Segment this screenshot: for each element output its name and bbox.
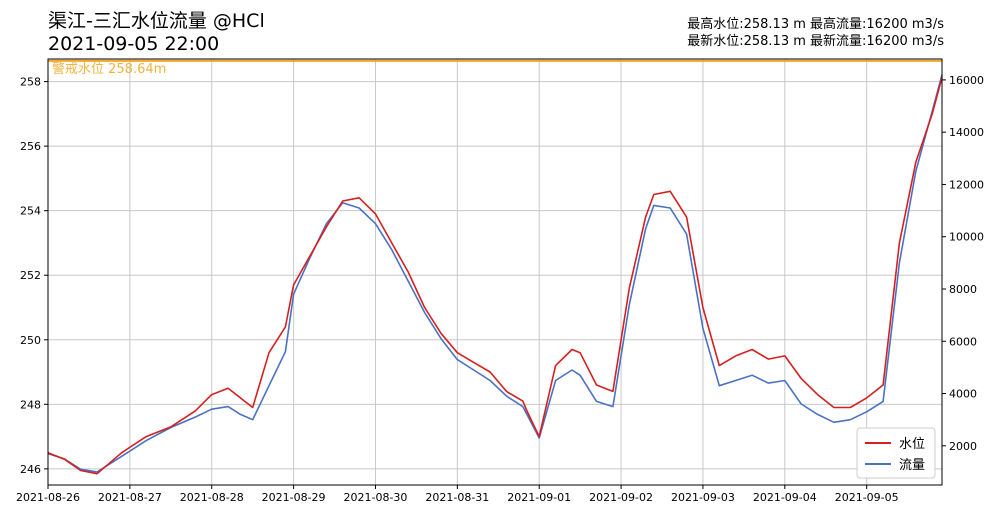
x-tick-label: 2021-08-30 [344, 491, 408, 504]
y-left-tick-label: 258 [20, 76, 41, 89]
y-left-tick-label: 256 [20, 140, 41, 153]
grid-lines [47, 59, 942, 485]
x-tick-label: 2021-09-02 [589, 491, 653, 504]
station-title: 渠江-三汇水位流量 @HCl [48, 10, 265, 32]
legend: 水位流量 [856, 427, 936, 479]
x-tick-label: 2021-09-03 [671, 491, 735, 504]
legend-box [856, 427, 936, 479]
x-tick-label: 2021-08-31 [425, 491, 489, 504]
stats-box: 最高水位:258.13 m 最高流量:16200 m3/s 最新水位:258.1… [687, 16, 944, 50]
y-left-axis-ticks: 246 248 250 252 254 256 258 [20, 76, 48, 476]
chart-datetime: 2021-09-05 22:00 [48, 33, 220, 55]
legend-label: 流量 [899, 458, 925, 473]
stats-latest: 最新水位:258.13 m 最新流量:16200 m3/s [687, 34, 944, 49]
warning-line-group: 警戒水位 258.64m [48, 59, 942, 77]
x-tick-label: 2021-08-29 [262, 491, 326, 504]
x-tick-label: 2021-09-04 [753, 491, 817, 504]
x-tick-label: 2021-09-01 [507, 491, 571, 504]
y-right-tick-label: 2000 [949, 440, 977, 453]
y-right-tick-label: 14000 [949, 126, 984, 139]
x-tick-label: 2021-08-26 [16, 491, 80, 504]
water-level-line [47, 77, 943, 475]
y-left-tick-label: 248 [20, 398, 41, 411]
y-right-tick-label: 8000 [949, 283, 977, 296]
flow-line [47, 74, 943, 473]
plot-frame [47, 58, 943, 486]
series-lines [47, 74, 943, 475]
stats-max: 最高水位:258.13 m 最高流量:16200 m3/s [687, 17, 944, 32]
chart-title: 渠江-三汇水位流量 @HCl 2021-09-05 22:00 [48, 10, 265, 56]
y-right-tick-label: 6000 [949, 335, 977, 348]
x-tick-label: 2021-08-28 [180, 491, 244, 504]
y-right-tick-label: 10000 [949, 231, 984, 244]
y-right-tick-label: 4000 [949, 388, 977, 401]
y-right-axis-ticks: 2000 4000 6000 8000 10000 12000 14000 16000 [942, 74, 984, 453]
y-left-tick-label: 254 [20, 205, 41, 218]
y-right-tick-label: 12000 [949, 178, 984, 191]
y-right-tick-label: 16000 [949, 74, 984, 87]
x-tick-label: 2021-08-27 [98, 491, 162, 504]
y-left-tick-label: 246 [20, 463, 41, 476]
y-left-tick-label: 252 [20, 269, 41, 282]
x-tick-label: 2021-09-05 [835, 491, 899, 504]
y-left-tick-label: 250 [20, 334, 41, 347]
legend-label: 水位 [899, 437, 925, 452]
x-axis-ticks: 2021-08-26 2021-08-27 2021-08-28 2021-08-29… [16, 485, 899, 504]
warning-line-label: 警戒水位 258.64m [52, 61, 166, 77]
